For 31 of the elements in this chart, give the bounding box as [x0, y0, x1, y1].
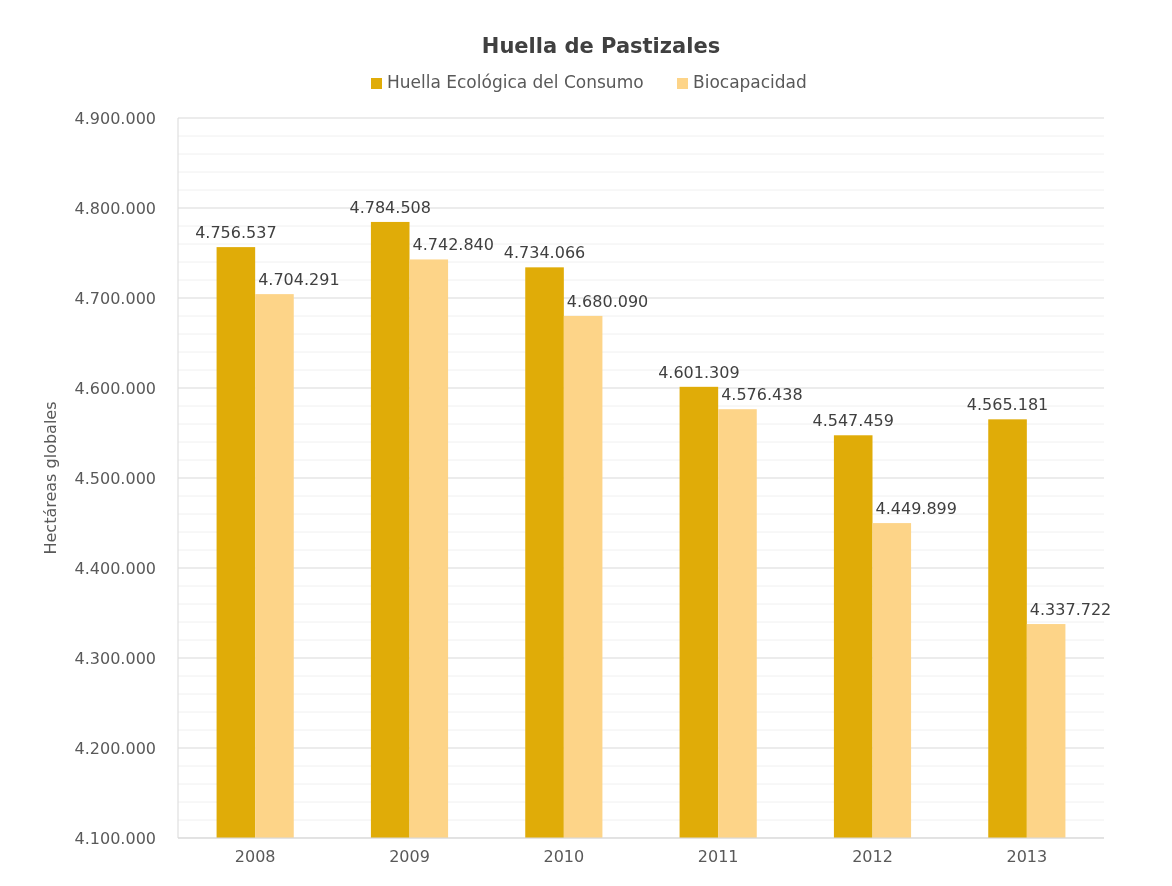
data-label: 4.784.508: [349, 197, 431, 217]
x-tick-label: 2010: [543, 847, 585, 866]
x-tick-label: 2012: [852, 847, 893, 866]
x-tick-label: 2008: [234, 847, 276, 866]
y-tick-label: 4.600.000: [74, 378, 156, 398]
data-label: 4.565.181: [966, 395, 1049, 415]
y-tick-label: 4.400.000: [74, 558, 156, 578]
data-label: 4.742.840: [412, 235, 494, 255]
data-label: 4.601.309: [658, 362, 740, 382]
data-label: 4.704.291: [258, 270, 340, 290]
data-label: 4.576.438: [721, 385, 803, 405]
chart-title: Huella de Pastizales: [481, 34, 721, 58]
x-tick-label: 2011: [697, 847, 739, 866]
data-label: 4.680.090: [566, 291, 649, 311]
y-tick-label: 4.700.000: [74, 288, 156, 308]
data-label: 4.449.899: [875, 499, 957, 519]
y-tick-label: 4.300.000: [74, 648, 156, 668]
data-label: 4.756.537: [195, 223, 277, 243]
y-tick-label: 4.800.000: [74, 198, 156, 218]
legend-label: Huella Ecológica del Consumo: [387, 72, 644, 92]
y-tick-label: 4.200.000: [74, 738, 156, 758]
y-axis-title: Hectáreas globales: [41, 401, 60, 555]
y-tick-label: 4.900.000: [74, 108, 156, 128]
legend-label: Biocapacidad: [693, 72, 807, 92]
data-label: 4.547.459: [812, 411, 894, 431]
data-label: 4.734.066: [503, 243, 586, 263]
y-tick-label: 4.100.000: [74, 828, 156, 848]
x-tick-label: 2009: [389, 847, 430, 866]
y-tick-label: 4.500.000: [74, 468, 156, 488]
x-tick-label: 2013: [1006, 847, 1048, 866]
data-label: 4.337.722: [1029, 600, 1112, 620]
